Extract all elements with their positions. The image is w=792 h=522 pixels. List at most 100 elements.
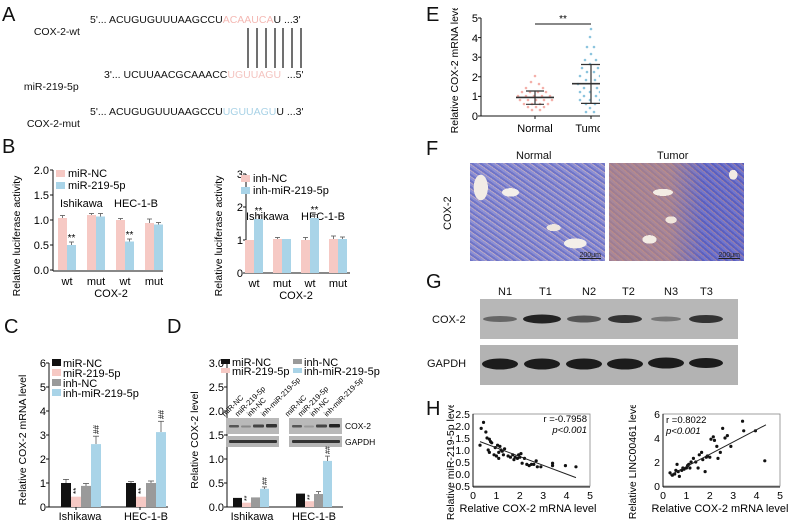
svg-text:4: 4	[564, 490, 570, 502]
svg-text:4: 4	[754, 490, 760, 502]
scatter-point	[494, 454, 498, 458]
y-ticks: 2.0 1.5 1.0 0.5 0.0	[34, 165, 49, 277]
seq-row-cox2-mut: COX-2-mut	[21, 106, 80, 130]
y-ticks: 5 4 3 2 1 0	[472, 13, 478, 123]
ihc-image-normal: 200μm	[470, 163, 605, 261]
y-axis-label: Relative COX-2 mRNA level	[449, 8, 461, 133]
bars	[61, 432, 166, 507]
stat-r: r =-0.7958	[543, 414, 587, 425]
scatter-point	[481, 420, 486, 424]
svg-text:0: 0	[237, 268, 243, 280]
scatter-point	[696, 466, 700, 470]
inset-row-cox2: COX-2	[345, 421, 371, 431]
x-ticks: Ishikawa HEC-1-B	[231, 511, 336, 522]
svg-text:inh-miR-219-5p: inh-miR-219-5p	[322, 376, 365, 419]
svg-text:mut: mut	[145, 276, 163, 288]
chart-b-left: Relative luciferase activity 2.0 1.5 1.0…	[11, 165, 163, 300]
scatter-point	[501, 453, 506, 457]
y-axis-label: Relative miR-219-5p level	[445, 405, 457, 520]
seq-prefix: 5'...	[90, 14, 109, 26]
scatter-point	[715, 444, 719, 448]
seq-name: COX-2-wt	[33, 26, 80, 38]
scatter-point	[688, 466, 692, 470]
scatter-point	[486, 448, 490, 452]
scatter-point	[708, 455, 712, 459]
scatter-point	[534, 459, 538, 463]
scatter-point	[697, 453, 701, 457]
svg-text:2: 2	[707, 490, 713, 502]
x-axis-label: Relative COX-2 mRNA level	[652, 503, 789, 515]
sig-mark: ##	[157, 410, 166, 419]
panel-label-e: E	[426, 4, 440, 26]
svg-text:mut: mut	[87, 276, 105, 288]
svg-text:4: 4	[654, 433, 660, 445]
scatter-point	[709, 437, 713, 441]
scatter-point	[512, 458, 516, 462]
panel-label-a: A	[2, 4, 16, 26]
svg-text:0: 0	[40, 502, 46, 514]
panel-label-d: D	[167, 316, 182, 338]
seq-highlight: UGUUAGU	[222, 106, 277, 118]
lane-label: T1	[539, 286, 552, 298]
scatter-point	[563, 464, 568, 468]
svg-text:3: 3	[540, 490, 546, 502]
svg-text:1.0: 1.0	[34, 215, 49, 227]
scatter-point	[729, 444, 733, 448]
scatter-point	[689, 460, 693, 464]
seq-highlight: ACAAUCA	[222, 14, 274, 26]
sig-mark: ##	[262, 477, 269, 485]
svg-text:1.0: 1.0	[455, 445, 470, 457]
svg-text:5: 5	[587, 490, 593, 502]
fit-line	[669, 424, 767, 476]
scatter-point	[520, 461, 524, 465]
seq-tail: U	[273, 14, 282, 26]
scatter-point	[529, 462, 534, 466]
seq-name: COX-2-mut	[26, 118, 80, 130]
svg-text:HEC-1-B: HEC-1-B	[124, 511, 168, 522]
svg-text:1.5: 1.5	[34, 190, 49, 202]
scatter-point	[550, 461, 555, 465]
y-ticks: 3.0 2.5 2.0 1.5 1.0 0.5 0.0	[209, 358, 224, 514]
legend-inh-nc: inh-NC	[63, 378, 97, 390]
scale-bar: 200μm	[718, 252, 740, 259]
y-ticks: 6 4 2 0	[654, 409, 660, 493]
legend-mir-219-5p: miR-219-5p	[68, 180, 125, 192]
fit-line	[479, 441, 577, 479]
svg-text:0: 0	[472, 111, 478, 123]
group-label-hec1b: HEC-1-B	[301, 211, 345, 223]
chart-c: Relative COX-2 mRNA level 6 5 4 3 2 1 0 …	[17, 358, 168, 522]
inset-lane-labels: miR-NC miR-219-5p inh-NC inh-miR-219-5p …	[220, 376, 365, 419]
scatter-point	[742, 429, 746, 433]
scatter-point	[539, 465, 543, 469]
scatter-point	[691, 456, 696, 460]
scatter-point	[487, 450, 491, 454]
seq-name: miR-219-5p	[23, 81, 79, 93]
group-label-ishikawa: Ishikawa	[246, 211, 290, 223]
lane-label: N1	[498, 286, 513, 298]
panel-label-g: G	[426, 271, 442, 293]
seq-plain: ACUGUGUUUAAGCCU	[108, 14, 223, 26]
y-ticks: 3 2 1 0	[237, 169, 243, 280]
y-axis-label: Relative luciferase activity	[11, 175, 23, 297]
svg-text:1.5: 1.5	[455, 433, 470, 445]
sig-mark: ##	[92, 425, 101, 434]
sig-mark: **	[137, 488, 146, 494]
svg-text:5: 5	[777, 490, 783, 502]
svg-text:Ishikawa: Ishikawa	[231, 511, 275, 522]
svg-text:1: 1	[493, 490, 499, 502]
panel-label-h: H	[426, 398, 441, 420]
chart-h-right: Relative LINC00461 level 6 4 2 0 0 1 2 3…	[627, 405, 789, 519]
y-axis-label: Relative COX-2 mRNA level	[17, 375, 29, 506]
lane-label: T2	[622, 286, 635, 298]
svg-text:4: 4	[472, 33, 478, 45]
stat-p: p<0.001	[665, 426, 701, 437]
scatter-point	[574, 465, 578, 469]
blot-row-cox2: COX-2	[432, 314, 466, 326]
svg-text:3.0: 3.0	[209, 358, 224, 370]
scatter-point	[479, 426, 483, 430]
svg-text:mut: mut	[329, 278, 347, 290]
svg-text:0.5: 0.5	[34, 240, 49, 252]
western-blot-g	[480, 299, 738, 385]
legend-mir-nc: miR-NC	[232, 357, 271, 369]
legend-inh-mir: inh-miR-219-5p	[304, 366, 380, 378]
